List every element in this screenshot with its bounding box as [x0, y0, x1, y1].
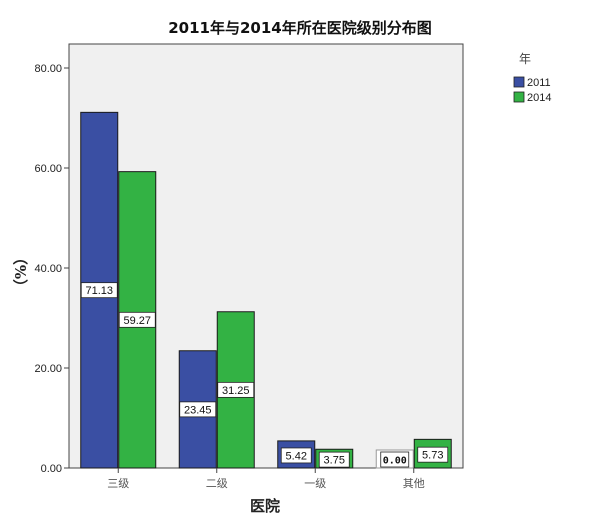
data-label-box	[179, 401, 217, 418]
data-label-box	[217, 381, 255, 398]
y-axis-title: （%）	[12, 250, 30, 294]
legend-swatch-2011	[513, 76, 525, 88]
x-axis-title: 医院	[250, 497, 280, 515]
x-tick-label: 二级	[206, 477, 228, 490]
data-label: 5.42	[286, 450, 307, 462]
x-tick-label: 一级	[304, 477, 326, 490]
data-label-box	[118, 311, 156, 328]
data-label: 23.45	[184, 404, 212, 416]
data-label: 5.73	[422, 450, 443, 462]
data-label-box	[417, 446, 449, 463]
y-tick-label: 80.00	[34, 63, 62, 75]
data-label: 3.75	[324, 455, 345, 467]
legend-swatch-2014	[513, 91, 525, 103]
data-label-box	[318, 451, 350, 468]
x-axis: 三级 二级 一级 其他	[107, 468, 425, 490]
data-label: 59.27	[123, 315, 151, 327]
data-label: 0.00	[383, 456, 407, 467]
y-tick-label: 40.00	[34, 263, 62, 275]
x-tick-label: 其他	[403, 477, 425, 490]
y-tick-label: 60.00	[34, 163, 62, 175]
y-tick-label: 0.00	[41, 463, 62, 475]
bars: 71.13 59.27 23.45 31.25 5.42 3.75 0.00 5.73	[80, 111, 452, 469]
data-label: 31.25	[222, 385, 250, 397]
legend-label: 2011	[527, 77, 551, 89]
legend: 年 2011 2014	[513, 52, 551, 104]
legend-title: 年	[519, 52, 531, 66]
data-label-box	[380, 451, 410, 468]
y-axis: 0.00 20.00 40.00 60.00 80.00	[34, 63, 69, 475]
y-tick-label: 20.00	[34, 363, 62, 375]
data-label-box	[280, 447, 312, 464]
data-label: 71.13	[85, 285, 113, 297]
x-tick-label: 三级	[107, 477, 129, 490]
data-label-box	[80, 282, 118, 299]
chart-title: 2011年与2014年所在医院级别分布图	[168, 19, 432, 37]
legend-label: 2014	[527, 92, 551, 104]
